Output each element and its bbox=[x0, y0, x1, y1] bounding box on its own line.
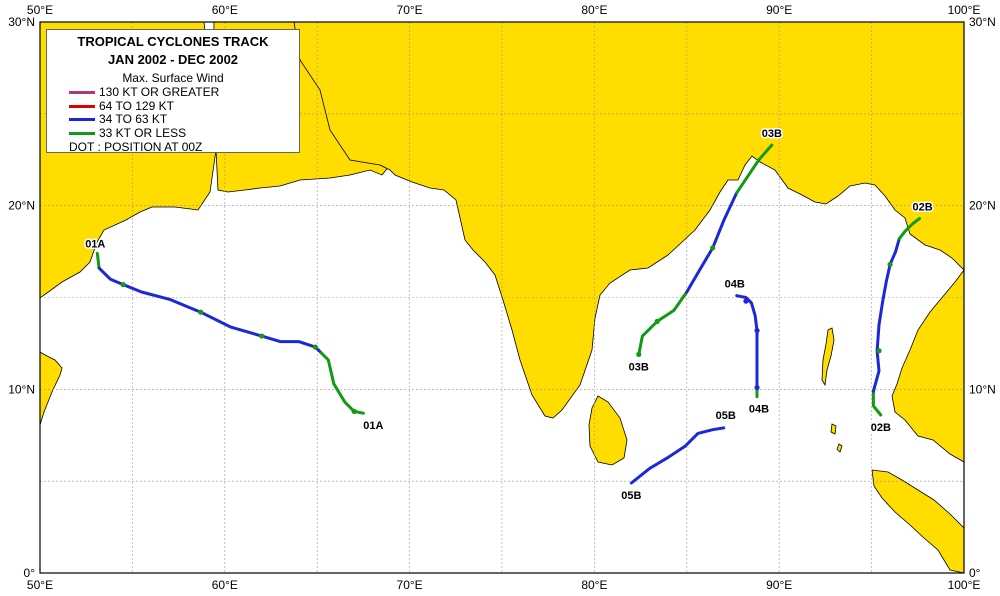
lon-tick-label-bottom: 50°E bbox=[27, 578, 53, 592]
track-segment-green bbox=[871, 389, 883, 417]
lon-tick-label-bottom: 70°E bbox=[397, 578, 423, 592]
lat-tick-label-left: 10°N bbox=[8, 382, 35, 396]
lon-tick-label-top: 90°E bbox=[766, 3, 792, 17]
land-layer bbox=[40, 22, 964, 573]
position-dot-00z bbox=[351, 408, 357, 414]
storm-labels: 01A 01A 03B 03B 04B 04B 05B 05B 02B 02B bbox=[84, 127, 935, 504]
legend-item-label: 34 TO 63 KT bbox=[99, 112, 168, 126]
position-dot-00z bbox=[259, 333, 265, 339]
legend-swatch bbox=[69, 132, 95, 135]
land-andaman-islands bbox=[821, 327, 835, 387]
legend-item-label: 33 KT OR LESS bbox=[99, 126, 187, 140]
position-dot-00z bbox=[636, 351, 642, 358]
track-segment-green bbox=[897, 217, 922, 241]
position-dot-00z bbox=[312, 344, 318, 350]
axis-ticks: 50°E 50°E 60°E 60°E 70°E 70°E 80°E 80°E 90°E 90°E… bbox=[8, 3, 996, 592]
position-dot-00z bbox=[876, 348, 882, 354]
track-segment-blue bbox=[735, 294, 759, 389]
land-malay-peninsula bbox=[891, 269, 964, 463]
position-dot-00z bbox=[198, 309, 204, 315]
storm-label-end: 05B bbox=[716, 410, 736, 422]
lat-tick-label-right: 0° bbox=[969, 566, 981, 580]
lon-tick-label-top: 100°E bbox=[948, 3, 981, 17]
lon-tick-label-bottom: 90°E bbox=[766, 578, 792, 592]
storm-track-05b bbox=[629, 426, 726, 485]
storm-label-start: 04B bbox=[725, 279, 745, 291]
storm-label-end: 03B bbox=[762, 128, 782, 140]
land-sri-lanka bbox=[588, 395, 628, 466]
lat-tick-label-left: 20°N bbox=[8, 199, 35, 213]
lon-tick-label-top: 80°E bbox=[581, 3, 607, 17]
land-sumatra bbox=[871, 469, 964, 573]
storm-label-end: 04B bbox=[749, 404, 769, 416]
lon-tick-label-top: 60°E bbox=[212, 3, 238, 17]
storm-label-start: 03B bbox=[629, 361, 649, 373]
legend-title: TROPICAL CYCLONES TRACK bbox=[77, 34, 269, 49]
legend-item-label: 64 TO 129 KT bbox=[99, 99, 174, 113]
position-dot-00z bbox=[654, 318, 660, 324]
land-horn-of-africa bbox=[40, 351, 63, 426]
legend-item-label: 130 KT OR GREATER bbox=[99, 85, 220, 99]
storm-label-start: 01A bbox=[85, 238, 105, 250]
track-segment-green bbox=[95, 251, 101, 270]
lat-tick-label-right: 20°N bbox=[969, 199, 996, 213]
position-dot-00z bbox=[743, 298, 749, 304]
storm-label-start: 05B bbox=[621, 490, 641, 502]
land-nicobar-islands bbox=[830, 423, 843, 453]
storm-label-end: 01A bbox=[363, 420, 383, 432]
track-segment-blue bbox=[871, 237, 901, 393]
storm-tracks bbox=[95, 143, 922, 485]
lon-tick-label-top: 70°E bbox=[397, 3, 423, 17]
legend-dot-note: DOT : POSITION AT 00Z bbox=[69, 140, 203, 154]
lon-tick-label-bottom: 80°E bbox=[581, 578, 607, 592]
lon-tick-label-top: 50°E bbox=[27, 3, 53, 17]
position-dot-00z bbox=[754, 327, 760, 334]
track-segment-blue bbox=[629, 426, 726, 485]
lat-tick-label-right: 30°N bbox=[969, 15, 996, 29]
land-indian-subcontinent bbox=[293, 22, 964, 419]
storm-track-02b bbox=[871, 217, 922, 417]
legend-subtitle: Max. Surface Wind bbox=[122, 71, 224, 85]
legend-swatch bbox=[69, 118, 95, 121]
legend: TROPICAL CYCLONES TRACK JAN 2002 - DEC 2… bbox=[46, 29, 300, 154]
position-dot-00z bbox=[754, 384, 760, 391]
map-frame bbox=[39, 21, 965, 574]
storm-label-end: 02B bbox=[913, 202, 933, 214]
lon-tick-label-bottom: 60°E bbox=[212, 578, 238, 592]
position-dot-00z bbox=[887, 261, 893, 268]
storm-label-start: 02B bbox=[871, 422, 891, 434]
lat-tick-label-left: 0° bbox=[24, 566, 36, 580]
legend-swatch bbox=[69, 105, 95, 108]
storm-track-01a bbox=[95, 251, 365, 415]
storm-track-03b bbox=[636, 143, 774, 358]
graticule bbox=[40, 22, 964, 573]
track-segment-green bbox=[735, 143, 774, 195]
lon-tick-label-bottom: 100°E bbox=[948, 578, 981, 592]
legend-swatch bbox=[69, 91, 95, 94]
position-dot-00z bbox=[120, 282, 126, 288]
lat-tick-label-left: 30°N bbox=[8, 15, 35, 29]
lat-tick-label-right: 10°N bbox=[969, 382, 996, 396]
position-dot-00z bbox=[710, 245, 716, 251]
legend-date-range: JAN 2002 - DEC 2002 bbox=[107, 52, 239, 67]
storm-track-04b bbox=[735, 294, 760, 399]
